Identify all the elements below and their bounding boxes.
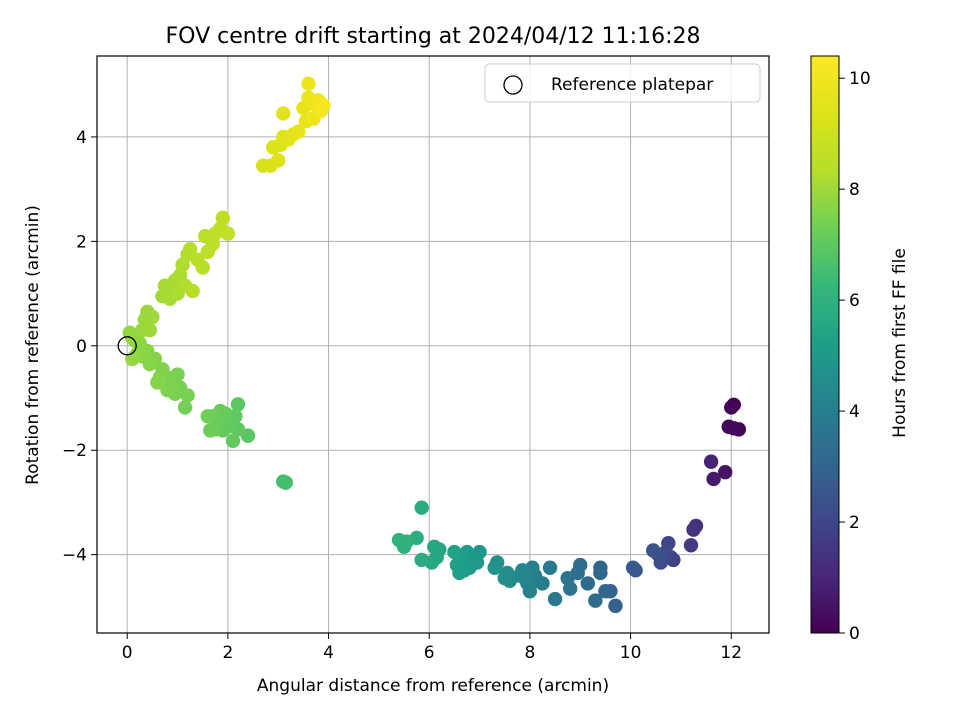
y-axis-ticks: −4 −2 0 2 4	[62, 128, 97, 566]
colorbar-tick-label: 4	[849, 402, 860, 422]
data-point	[142, 322, 158, 338]
data-point	[200, 409, 215, 424]
colorbar-tick-label: 6	[849, 291, 860, 311]
data-point	[391, 532, 407, 548]
data-point	[230, 397, 246, 412]
data-point	[145, 309, 160, 325]
data-point	[427, 539, 442, 555]
data-point	[580, 576, 595, 591]
x-tick-label: 10	[620, 643, 642, 663]
data-point	[414, 552, 429, 568]
data-point	[203, 423, 218, 438]
data-point	[177, 400, 193, 415]
x-tick-label: 12	[720, 643, 742, 663]
grid-lines	[97, 56, 769, 633]
data-point	[588, 593, 603, 608]
legend-entry-reference: Reference platepar	[551, 75, 713, 95]
data-point	[646, 543, 661, 558]
data-point	[301, 76, 316, 91]
data-point	[215, 210, 231, 226]
data-points	[122, 76, 746, 614]
colorbar-label: Hours from first FF file	[890, 248, 910, 438]
colorbar-tick-label: 10	[849, 69, 871, 89]
x-tick-label: 2	[222, 643, 233, 663]
data-point	[278, 475, 293, 490]
data-point	[220, 226, 236, 241]
legend: Reference platepar	[484, 63, 761, 103]
plot-frame	[96, 55, 770, 634]
chart-title: FOV centre drift starting at 2024/04/12 …	[166, 24, 701, 49]
legend-box	[484, 63, 761, 103]
x-axis-ticks: 0 2 4 6 8 10 12	[122, 633, 742, 663]
colorbar-tick-label: 0	[849, 624, 860, 644]
x-tick-label: 4	[323, 643, 334, 663]
data-point	[316, 98, 331, 113]
y-tick-label: 4	[76, 128, 87, 148]
colorbar-tick-label: 8	[849, 180, 860, 200]
data-point	[497, 570, 512, 586]
data-point	[414, 500, 429, 515]
data-point	[449, 557, 465, 573]
data-point	[291, 124, 306, 139]
data-point	[547, 591, 563, 607]
x-axis-label: Angular distance from reference (arcmin)	[257, 676, 609, 696]
data-point	[560, 570, 575, 586]
data-point	[195, 260, 210, 275]
data-point	[593, 565, 608, 581]
legend-marker-reference	[503, 75, 523, 95]
data-point	[598, 584, 613, 599]
data-point	[683, 538, 699, 553]
reference-marker-group	[117, 336, 137, 356]
x-tick-label: 0	[122, 643, 133, 663]
data-point	[718, 464, 733, 480]
data-point	[271, 153, 286, 168]
data-point	[225, 433, 241, 449]
data-point	[625, 560, 641, 575]
reference-platepar-marker	[117, 336, 137, 356]
data-point	[447, 544, 462, 560]
data-point	[182, 242, 198, 257]
data-point	[686, 522, 701, 537]
colorbar-ticks: 0 2 4 6 8 10	[839, 69, 871, 644]
data-point	[160, 382, 175, 398]
y-tick-label: −2	[62, 441, 87, 461]
colorbar-tick-label: 2	[849, 513, 860, 533]
data-point	[608, 598, 623, 614]
data-point	[150, 375, 165, 390]
x-tick-label: 8	[524, 643, 535, 663]
y-tick-label: −4	[62, 546, 87, 566]
y-axis-label: Rotation from reference (arcmin)	[23, 205, 43, 485]
data-point	[706, 471, 721, 487]
data-point	[724, 400, 739, 415]
data-point	[726, 421, 741, 436]
y-tick-label: 0	[76, 337, 87, 357]
data-point	[703, 454, 719, 469]
data-point	[542, 560, 558, 575]
data-point	[185, 283, 200, 299]
x-tick-label: 6	[424, 643, 435, 663]
data-point	[487, 560, 502, 575]
y-tick-label: 2	[76, 232, 87, 252]
data-point	[276, 106, 291, 121]
colorbar	[810, 55, 840, 634]
